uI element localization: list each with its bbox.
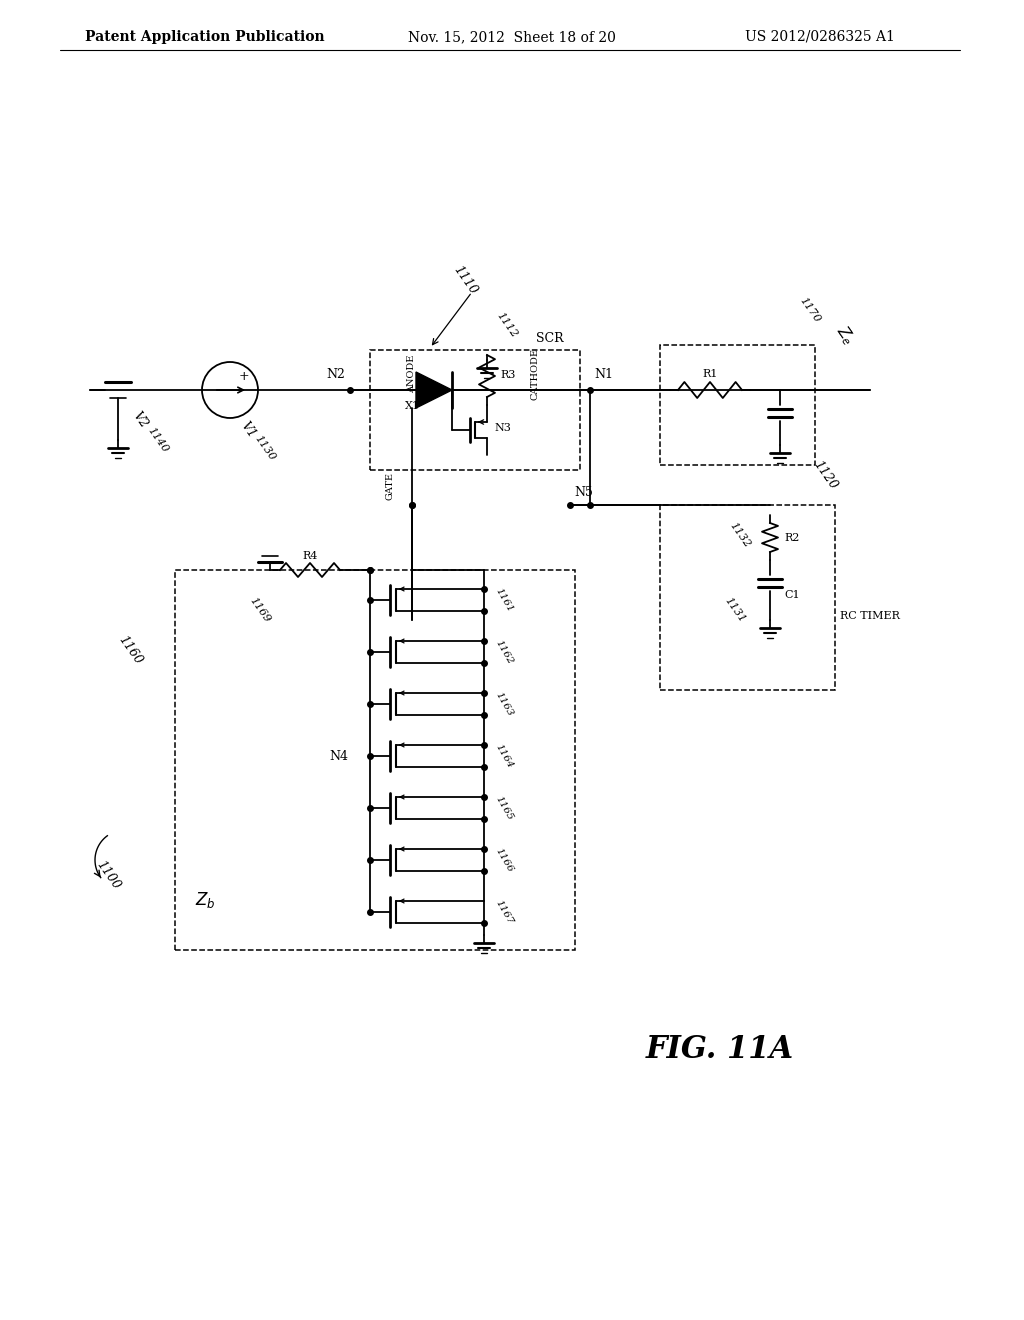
Text: N3: N3 (494, 422, 511, 433)
Text: R3: R3 (500, 370, 515, 380)
Text: 1112: 1112 (495, 310, 519, 339)
Text: 1130: 1130 (253, 433, 278, 462)
Text: N1: N1 (595, 368, 613, 381)
Text: 1160: 1160 (116, 634, 144, 667)
Bar (660, 506, 835, 690)
Text: N5: N5 (574, 487, 594, 499)
Text: 1163: 1163 (494, 690, 515, 718)
Text: X1: X1 (404, 401, 420, 411)
Text: R2: R2 (784, 533, 800, 543)
Text: 1120: 1120 (811, 458, 840, 492)
Text: CATHODE: CATHODE (530, 348, 540, 400)
Polygon shape (416, 372, 452, 408)
Text: SCR: SCR (537, 331, 564, 345)
Text: C1: C1 (784, 590, 800, 601)
Text: 1166: 1166 (494, 846, 515, 874)
Text: N2: N2 (327, 368, 345, 381)
Text: V1: V1 (238, 420, 258, 441)
Text: N4: N4 (329, 750, 348, 763)
Bar (660, 345, 815, 465)
Text: 1132: 1132 (728, 520, 753, 549)
Bar (370, 350, 580, 470)
Text: $Z_e$: $Z_e$ (831, 322, 858, 348)
Text: GATE: GATE (385, 473, 394, 500)
Text: 1162: 1162 (494, 639, 515, 665)
Text: 1170: 1170 (798, 296, 822, 325)
Bar (175, 570, 575, 950)
Text: +: + (239, 370, 249, 383)
Text: RC TIMER: RC TIMER (840, 611, 900, 620)
Text: R1: R1 (702, 370, 718, 379)
Text: 1110: 1110 (451, 263, 479, 297)
Text: ANODE: ANODE (408, 355, 417, 393)
Text: 1131: 1131 (723, 595, 748, 624)
Text: Patent Application Publication: Patent Application Publication (85, 30, 325, 44)
Text: V2: V2 (130, 409, 151, 430)
Text: R4: R4 (302, 550, 317, 561)
Text: 1165: 1165 (494, 795, 515, 822)
Text: 1169: 1169 (248, 595, 272, 624)
Text: FIG. 11A: FIG. 11A (646, 1035, 794, 1065)
Text: 1140: 1140 (145, 425, 170, 454)
Text: 1161: 1161 (494, 586, 515, 614)
Text: 1164: 1164 (494, 742, 515, 770)
Text: $Z_b$: $Z_b$ (195, 890, 215, 909)
Text: US 2012/0286325 A1: US 2012/0286325 A1 (745, 30, 895, 44)
Text: 1167: 1167 (494, 899, 515, 925)
Text: Nov. 15, 2012  Sheet 18 of 20: Nov. 15, 2012 Sheet 18 of 20 (408, 30, 616, 44)
Text: 1100: 1100 (93, 858, 123, 892)
